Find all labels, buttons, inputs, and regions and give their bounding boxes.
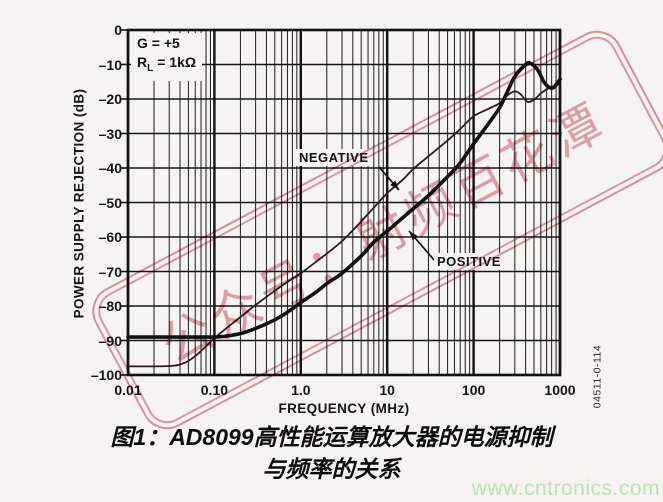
y-tick-label: –90 — [98, 332, 122, 349]
positive-supply-curve — [126, 60, 562, 339]
positive-curve-label: POSITIVE — [434, 253, 504, 270]
gain-annotation: G = +5 — [137, 35, 180, 51]
x-tick-label: 10 — [379, 382, 395, 398]
y-tick-label: –80 — [98, 298, 122, 314]
load-annotation: RL = 1kΩ — [137, 54, 197, 74]
y-tick-label: –70 — [98, 263, 122, 280]
y-tick-label: –30 — [98, 125, 122, 142]
negative-arrowhead — [390, 180, 399, 190]
x-tick-label: 1.0 — [291, 382, 311, 398]
caption-line-1: 图1：AD8099高性能运算放大器的电源抑制 — [110, 424, 553, 450]
positive-arrowhead — [409, 231, 418, 241]
figure-caption: 图1：AD8099高性能运算放大器的电源抑制 与频率的关系 — [0, 421, 663, 485]
x-axis-title: FREQUENCY (MHz) — [278, 401, 410, 416]
x-tick-label: 100 — [461, 382, 486, 398]
y-tick-label: –10 — [98, 56, 122, 73]
y-tick-label: –100 — [90, 367, 122, 383]
site-watermark: www.cntronics.com — [471, 477, 660, 500]
caption-line-2: 与频率的关系 — [262, 456, 401, 482]
negative-supply-curve — [127, 82, 561, 368]
x-tick-label: 0.01 — [114, 382, 142, 398]
x-tick-label: 1000 — [544, 382, 576, 398]
y-tick-label: –60 — [98, 229, 122, 245]
negative-curve-label: NEGATIVE — [296, 149, 372, 166]
figure-reference-code: 04511-0-114 — [591, 344, 604, 409]
conditions-annotation: G = +5 RL = 1kΩ — [131, 33, 203, 81]
y-tick-label: 0 — [114, 22, 122, 38]
y-tick-label: –20 — [98, 91, 122, 107]
x-tick-label: 0.10 — [200, 382, 229, 398]
y-tick-label: –40 — [98, 160, 122, 176]
y-tick-label: –50 — [98, 194, 122, 211]
